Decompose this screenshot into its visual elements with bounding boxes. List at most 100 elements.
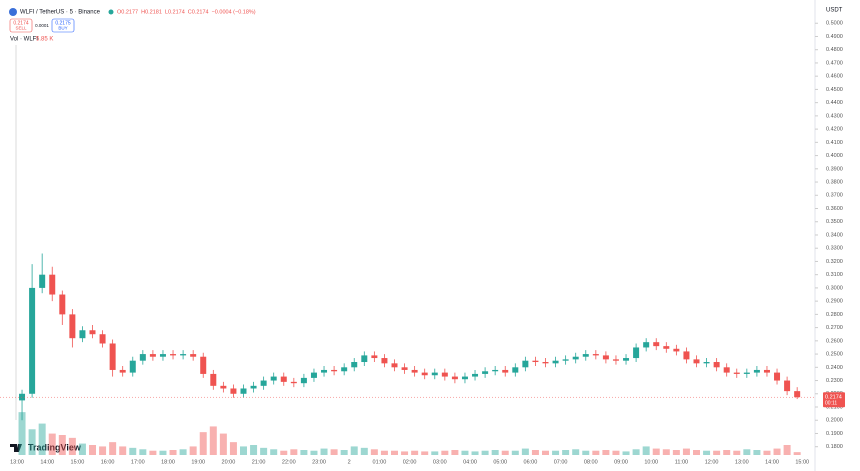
candle-body xyxy=(723,367,730,373)
candle-body xyxy=(149,354,156,357)
candle-body xyxy=(401,367,408,370)
y-tick-label: 0.2700 xyxy=(826,325,843,331)
y-tick-label: 0.3700 xyxy=(826,193,843,199)
sell-button[interactable] xyxy=(9,18,33,33)
x-tick-label: 15:00 xyxy=(71,459,85,465)
volume-bar xyxy=(461,450,469,455)
x-tick-label: 13:00 xyxy=(10,459,24,465)
candle-body xyxy=(733,372,740,374)
volume-bar xyxy=(189,446,197,455)
symbol-title: WLFI / TetherUS · 5 · Binance xyxy=(20,10,101,16)
y-tick-label: 0.4300 xyxy=(826,113,843,119)
candle-body xyxy=(79,330,86,339)
candle-body xyxy=(753,369,760,373)
volume-bar xyxy=(511,450,519,455)
volume-bar xyxy=(491,450,499,455)
volume-bar xyxy=(391,450,398,455)
volume-bar xyxy=(602,450,610,455)
x-tick-label: 08:00 xyxy=(584,459,598,465)
candle-body xyxy=(673,348,680,352)
y-tick-label: 0.2300 xyxy=(826,378,843,384)
volume-bar xyxy=(129,447,137,455)
candle-body xyxy=(693,359,700,364)
x-tick-label: 11:00 xyxy=(675,459,688,465)
x-tick-label: 22:00 xyxy=(282,459,296,465)
volume-bar xyxy=(501,450,509,455)
candle-body xyxy=(562,359,569,361)
candle-body xyxy=(180,354,187,356)
candle-body xyxy=(310,372,317,378)
y-tick-label: 0.3200 xyxy=(826,259,843,265)
ohlc-legend: O0.2177 H0.2181 L0.2174 C0.2174 −0.0004 (−0.… xyxy=(117,9,256,15)
volume-bar xyxy=(693,450,700,455)
x-tick-label: 20:00 xyxy=(222,459,236,465)
candle-body xyxy=(361,355,368,363)
volume-bar xyxy=(380,450,388,455)
candle-body xyxy=(582,354,589,357)
x-tick-label: 19:00 xyxy=(191,459,205,465)
candle-body xyxy=(190,354,197,357)
candle-body xyxy=(633,347,640,359)
candle-body xyxy=(331,369,338,372)
candle-body xyxy=(572,356,579,360)
sell-price: 0.2174 xyxy=(13,20,29,26)
volume-bar xyxy=(109,442,117,455)
volume-bar xyxy=(18,412,26,455)
candle-body xyxy=(774,372,781,381)
x-tick-label: 14:00 xyxy=(765,459,779,465)
volume-bar xyxy=(572,449,580,455)
candle-body xyxy=(49,274,56,295)
candle-body xyxy=(210,373,217,386)
y-tick-label: 0.2900 xyxy=(826,299,843,305)
y-tick-label: 0.2500 xyxy=(826,352,843,358)
candle-body xyxy=(321,369,328,373)
volume-bar xyxy=(652,448,660,455)
y-tick-label: 0.4900 xyxy=(826,34,843,40)
volume-bar xyxy=(280,450,288,455)
candle-body xyxy=(512,367,519,373)
currency: USDT xyxy=(826,8,843,14)
legend-item: H0.2181 xyxy=(141,9,162,15)
candle-body xyxy=(371,355,378,359)
volume-bar xyxy=(431,451,439,455)
y-tick-label: 0.4400 xyxy=(826,100,843,106)
candle-body xyxy=(763,369,770,373)
legend-item: L0.2174 xyxy=(165,9,185,15)
candle-body xyxy=(220,385,227,389)
volume-bar xyxy=(592,450,600,455)
buy-button[interactable] xyxy=(51,18,75,33)
y-tick-label: 0.3000 xyxy=(826,285,843,291)
x-tick-label: 06:00 xyxy=(524,459,538,465)
candle-body xyxy=(351,362,358,368)
volume-bar xyxy=(350,446,358,455)
candles xyxy=(19,253,801,421)
volume-bar xyxy=(632,449,640,455)
y-tick-label: 0.3100 xyxy=(826,272,843,278)
volume-bar xyxy=(300,450,308,455)
y-tick-label: 0.2400 xyxy=(826,365,843,371)
candle-body xyxy=(461,376,468,380)
candle-body xyxy=(592,354,599,356)
y-tick-label: 0.3500 xyxy=(826,219,843,225)
candle-body xyxy=(683,351,690,360)
volume-title: Vol · WLFI xyxy=(10,37,38,43)
candle-body xyxy=(109,343,116,370)
volume-bar xyxy=(743,449,751,455)
volume-bar xyxy=(169,450,177,455)
volume-bar xyxy=(38,423,46,455)
volume-bar xyxy=(219,433,227,455)
y-tick-label: 0.4500 xyxy=(826,87,843,93)
volume-bar xyxy=(89,445,96,455)
candle-body xyxy=(703,362,710,364)
volume-bar xyxy=(773,448,781,455)
volume-bar xyxy=(471,451,479,455)
x-tick-label: 2 xyxy=(348,459,351,465)
candle-body xyxy=(623,358,630,361)
volume-bar xyxy=(642,446,650,455)
candle-body xyxy=(743,372,750,374)
volume-bar xyxy=(451,450,459,455)
brand-logo xyxy=(10,444,22,452)
buy-price: 0.2175 xyxy=(55,20,71,26)
